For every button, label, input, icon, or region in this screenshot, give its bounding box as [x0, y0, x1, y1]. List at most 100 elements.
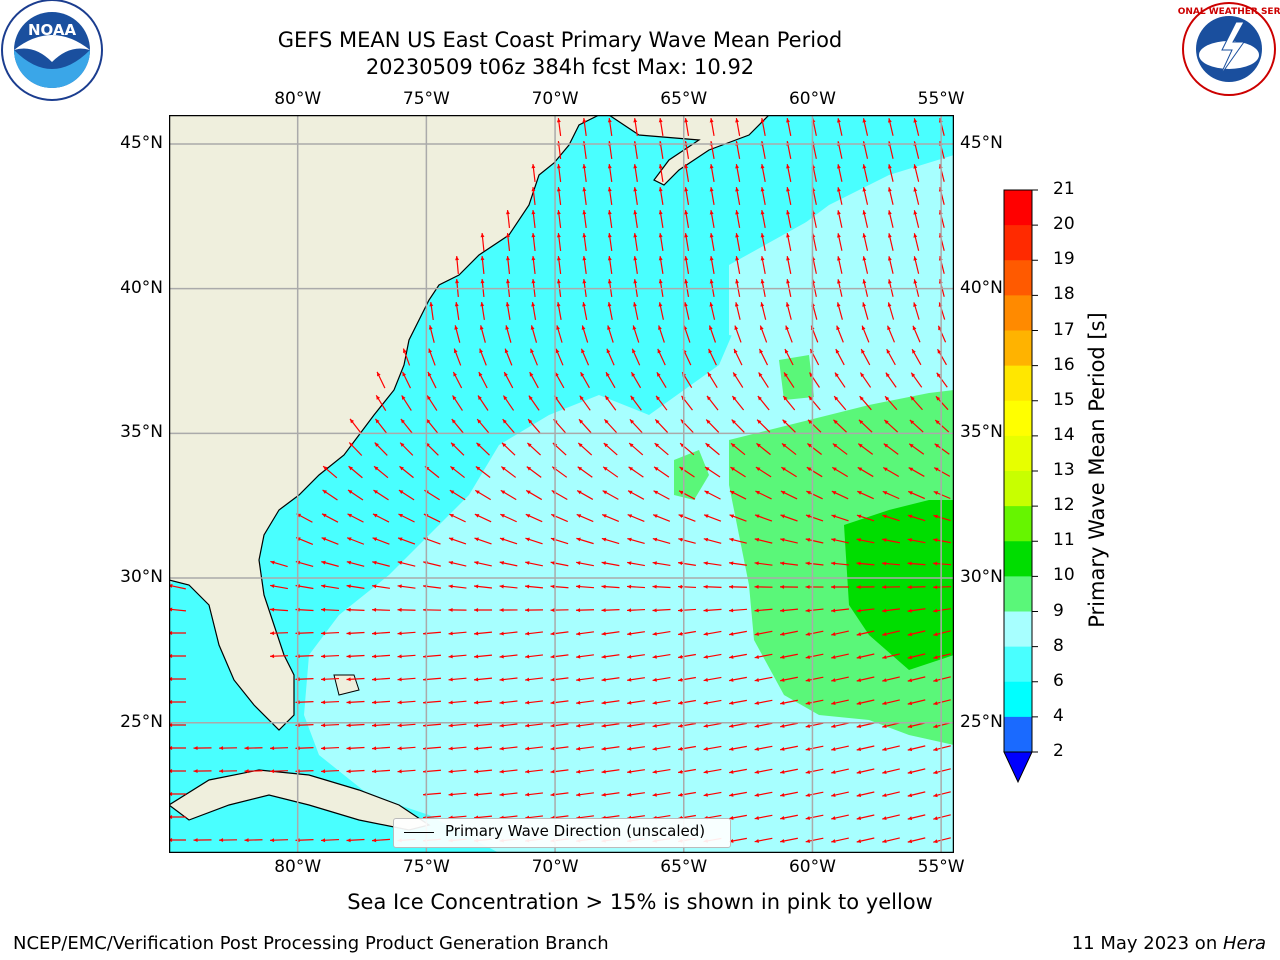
footer-machine: Hera — [1222, 933, 1266, 954]
wave-arrow — [169, 792, 187, 796]
wave-arrow — [346, 537, 365, 545]
wave-arrow — [805, 676, 824, 682]
wave-arrow — [575, 677, 595, 682]
wave-arrow — [882, 745, 900, 752]
wave-arrow — [652, 654, 671, 659]
wave-arrow — [530, 325, 538, 343]
wave-arrow — [575, 654, 595, 659]
wave-arrow — [652, 792, 671, 797]
wave-arrow — [856, 745, 875, 751]
wave-arrow — [831, 676, 849, 682]
wave-arrow — [627, 654, 645, 659]
wave-arrow — [882, 538, 900, 544]
wave-arrow — [628, 442, 644, 456]
wave-arrow — [448, 792, 467, 797]
wave-arrow — [907, 745, 926, 752]
wave-arrow — [348, 442, 363, 456]
wave-arrow — [729, 561, 747, 566]
wave-arrow — [780, 514, 798, 522]
wave-arrow — [708, 325, 717, 343]
wave-arrow — [632, 325, 640, 343]
wave-arrow — [779, 561, 799, 566]
wave-arrow — [602, 490, 619, 500]
wave-arrow — [732, 372, 744, 388]
wave-arrow — [679, 466, 695, 478]
wave-arrow — [346, 723, 365, 728]
wave-arrow — [907, 561, 926, 566]
wave-arrow — [346, 560, 365, 567]
wave-arrow — [575, 608, 595, 613]
wave-arrow — [882, 837, 900, 844]
wave-arrow — [269, 838, 289, 843]
wave-arrow — [628, 466, 644, 478]
wave-arrow — [270, 560, 288, 568]
lat-label-right: 35°N — [960, 422, 1003, 443]
wave-arrow — [831, 745, 849, 751]
wave-arrow — [626, 584, 646, 589]
wave-arrow — [347, 489, 364, 501]
wave-arrow — [525, 513, 543, 523]
lon-label-bottom: 55°W — [917, 857, 965, 877]
wave-arrow — [633, 233, 638, 251]
wave-arrow — [601, 769, 620, 774]
wave-arrow — [935, 395, 949, 411]
wave-arrow — [882, 722, 900, 729]
wave-arrow — [169, 815, 187, 819]
wave-arrow — [933, 514, 951, 522]
wave-arrow — [856, 791, 875, 797]
graticule — [169, 115, 954, 853]
wave-arrow — [831, 630, 849, 636]
wave-arrow — [371, 654, 391, 659]
wave-arrow — [320, 746, 340, 751]
wave-arrow — [270, 584, 288, 590]
wave-arrow — [322, 465, 338, 479]
wave-arrow — [575, 769, 595, 774]
wave-arrow — [525, 489, 543, 501]
wave-arrow — [477, 395, 489, 411]
colorbar-tick-label: 21 — [1053, 179, 1075, 199]
wave-arrow — [454, 302, 460, 320]
colorbar-segment — [1004, 400, 1032, 437]
map-title: GEFS MEAN US East Coast Primary Wave Mea… — [277, 28, 843, 52]
wave-arrow — [601, 608, 620, 613]
wave-arrow — [169, 746, 187, 750]
wave-arrow — [652, 608, 671, 613]
wave-arrow — [169, 700, 187, 704]
wave-arrow — [427, 371, 437, 389]
wave-arrow — [476, 442, 490, 456]
wave-arrow — [499, 584, 518, 589]
wave-arrow — [607, 256, 613, 274]
wave-arrow — [428, 348, 436, 366]
wave-arrow — [831, 791, 849, 797]
wave-arrow — [678, 561, 696, 566]
wave-arrow — [910, 372, 923, 388]
wave-arrow — [373, 465, 389, 479]
wave-arrow — [607, 164, 613, 182]
wave-arrow — [756, 442, 771, 456]
wave-arrow — [887, 256, 894, 274]
wave-arrow — [913, 118, 920, 136]
wave-arrow — [684, 118, 690, 136]
wave-arrow — [933, 630, 951, 637]
wave-arrow — [704, 490, 721, 500]
wave-arrow — [887, 164, 894, 182]
wave-arrow — [782, 395, 796, 411]
wave-arrow — [499, 654, 518, 659]
wave-arrow — [882, 653, 900, 660]
wave-arrow — [887, 302, 895, 320]
wave-arrow — [703, 653, 722, 659]
wave-arrow — [734, 302, 741, 320]
wave-arrow — [882, 791, 900, 798]
wave-arrow — [678, 699, 696, 705]
wave-arrow — [857, 443, 874, 455]
wave-arrow — [371, 838, 391, 843]
wave-arrow — [655, 395, 668, 411]
wave-arrow — [524, 700, 544, 705]
wave-arrow — [530, 348, 538, 366]
wave-arrow — [244, 746, 263, 751]
wave-arrow — [652, 537, 671, 544]
colorbar-segment — [1004, 260, 1032, 296]
wave-arrow — [374, 418, 388, 434]
wave-arrow — [887, 233, 894, 251]
colorbar-tick-label: 20 — [1053, 214, 1075, 235]
